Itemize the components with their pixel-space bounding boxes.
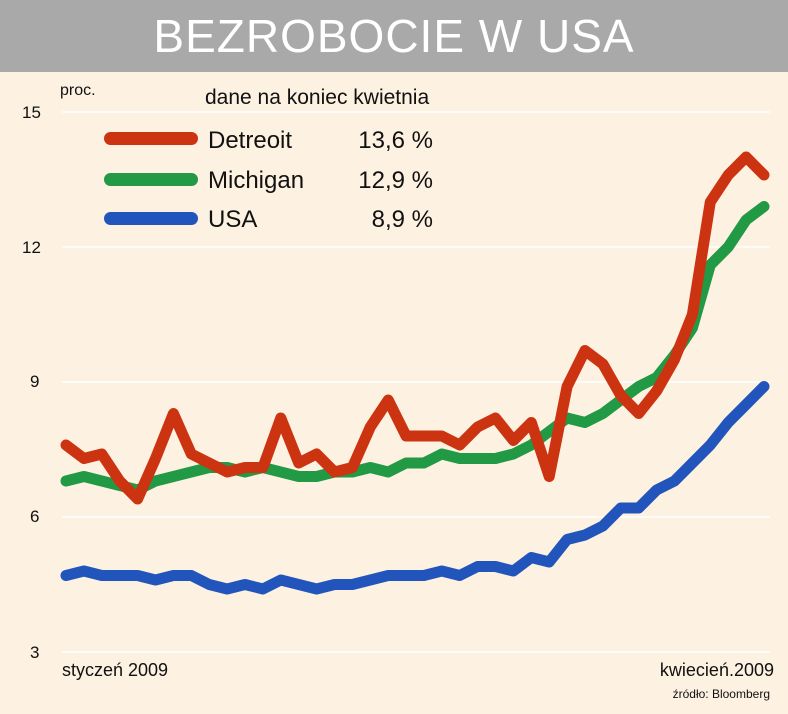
y-tick-label: 6 (30, 507, 40, 526)
legend-swatch-usa (104, 212, 198, 225)
legend-label-detroit: Detreoit (208, 127, 293, 154)
series-line-michigan (60, 201, 770, 496)
legend-value-usa: 8,9 % (371, 206, 433, 233)
x-axis-start-label: styczeń 2009 (62, 660, 169, 680)
legend-swatch-detroit (104, 132, 198, 145)
y-tick-label: 3 (30, 643, 40, 662)
series-line-usa (60, 381, 770, 595)
source-note: źródło: Bloomberg (672, 687, 770, 701)
chart-title: BEZROBOCIE W USA (153, 10, 635, 62)
title-bar: BEZROBOCIE W USA (0, 0, 788, 72)
legend-label-usa: USA (208, 206, 258, 233)
y-tick-label: 15 (22, 103, 41, 122)
chart-subtitle: dane na koniec kwietnia (205, 86, 430, 109)
y-tick-label: 9 (30, 372, 40, 391)
y-tick-label: 12 (22, 238, 41, 257)
legend-value-michigan: 12,9 % (358, 167, 433, 194)
legend-swatch-michigan (104, 173, 198, 186)
series-line-detreoit (60, 151, 770, 505)
y-axis-unit: proc. (60, 82, 96, 99)
x-axis-end-label: kwiecień.2009 (659, 660, 774, 680)
legend-label-michigan: Michigan (208, 167, 305, 194)
legend-value-detroit: 13,6 % (358, 127, 433, 154)
